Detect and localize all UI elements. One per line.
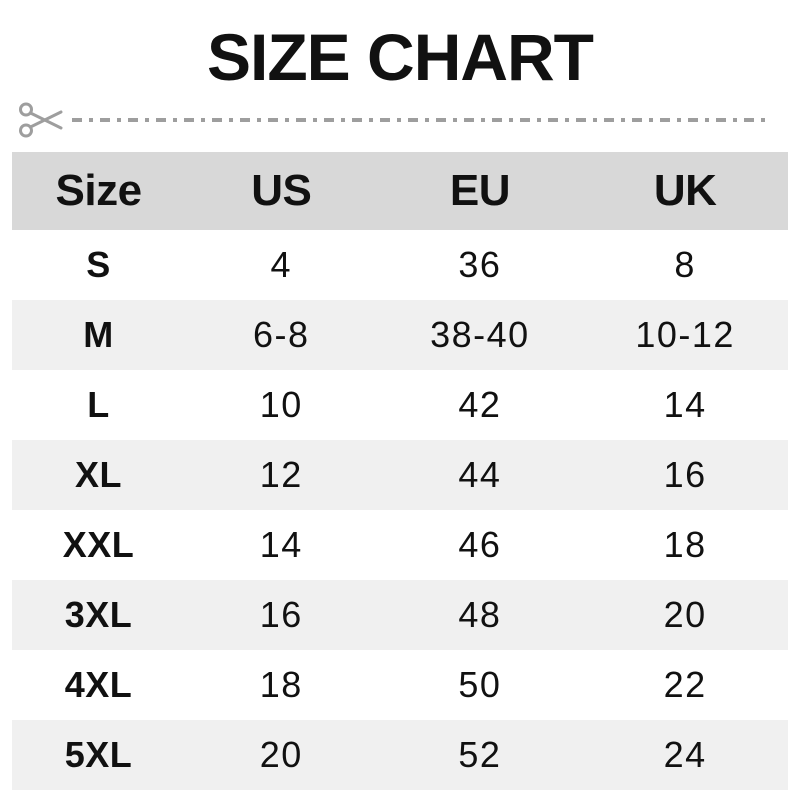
table-row: 4XL 18 50 22 bbox=[12, 650, 788, 720]
scissors-icon bbox=[19, 102, 63, 138]
uk-cell: 18 bbox=[663, 524, 707, 565]
size-cell: 3XL bbox=[64, 594, 133, 635]
eu-cell: 36 bbox=[458, 244, 502, 285]
size-cell: 5XL bbox=[64, 734, 133, 775]
size-cell: XXL bbox=[62, 524, 135, 565]
dashed-cut-line bbox=[72, 118, 772, 122]
uk-cell: 10-12 bbox=[635, 314, 735, 355]
table-row: XL 12 44 16 bbox=[12, 440, 788, 510]
uk-cell: 8 bbox=[674, 244, 696, 285]
header-eu: EU bbox=[449, 166, 511, 215]
table-row: L 10 42 14 bbox=[12, 370, 788, 440]
table-row: 5XL 20 52 24 bbox=[12, 720, 788, 790]
header-size: Size bbox=[55, 166, 143, 215]
uk-cell: 20 bbox=[663, 594, 707, 635]
size-chart-table: Size US EU UK S 4 36 8 M 6-8 38-40 10-12… bbox=[12, 152, 788, 790]
us-cell: 12 bbox=[259, 454, 303, 495]
us-cell: 18 bbox=[259, 664, 303, 705]
us-cell: 16 bbox=[259, 594, 303, 635]
us-cell: 20 bbox=[259, 734, 303, 775]
size-cell: XL bbox=[75, 454, 123, 495]
eu-cell: 44 bbox=[458, 454, 502, 495]
size-cell: L bbox=[87, 384, 110, 425]
eu-cell: 42 bbox=[458, 384, 502, 425]
eu-cell: 50 bbox=[458, 664, 502, 705]
eu-cell: 46 bbox=[458, 524, 502, 565]
eu-cell: 38-40 bbox=[430, 314, 530, 355]
table-row: XXL 14 46 18 bbox=[12, 510, 788, 580]
uk-cell: 16 bbox=[663, 454, 707, 495]
us-cell: 6-8 bbox=[253, 314, 310, 355]
uk-cell: 24 bbox=[663, 734, 707, 775]
page-title: SIZE CHART bbox=[207, 20, 594, 94]
header-uk: UK bbox=[653, 166, 717, 215]
size-cell: M bbox=[83, 314, 114, 355]
eu-cell: 48 bbox=[458, 594, 502, 635]
table-body: S 4 36 8 M 6-8 38-40 10-12 L 10 42 14 XL… bbox=[12, 230, 788, 790]
us-cell: 14 bbox=[259, 524, 303, 565]
header-us: US bbox=[251, 166, 312, 215]
eu-cell: 52 bbox=[458, 734, 502, 775]
table-row: 3XL 16 48 20 bbox=[12, 580, 788, 650]
table-row: M 6-8 38-40 10-12 bbox=[12, 300, 788, 370]
cut-here-divider bbox=[18, 98, 772, 142]
size-cell: S bbox=[86, 244, 111, 285]
uk-cell: 14 bbox=[663, 384, 707, 425]
us-cell: 4 bbox=[270, 244, 293, 285]
table-header-row: Size US EU UK bbox=[12, 152, 788, 230]
uk-cell: 22 bbox=[663, 664, 707, 705]
us-cell: 10 bbox=[259, 384, 303, 425]
size-cell: 4XL bbox=[64, 664, 133, 705]
table-row: S 4 36 8 bbox=[12, 230, 788, 300]
